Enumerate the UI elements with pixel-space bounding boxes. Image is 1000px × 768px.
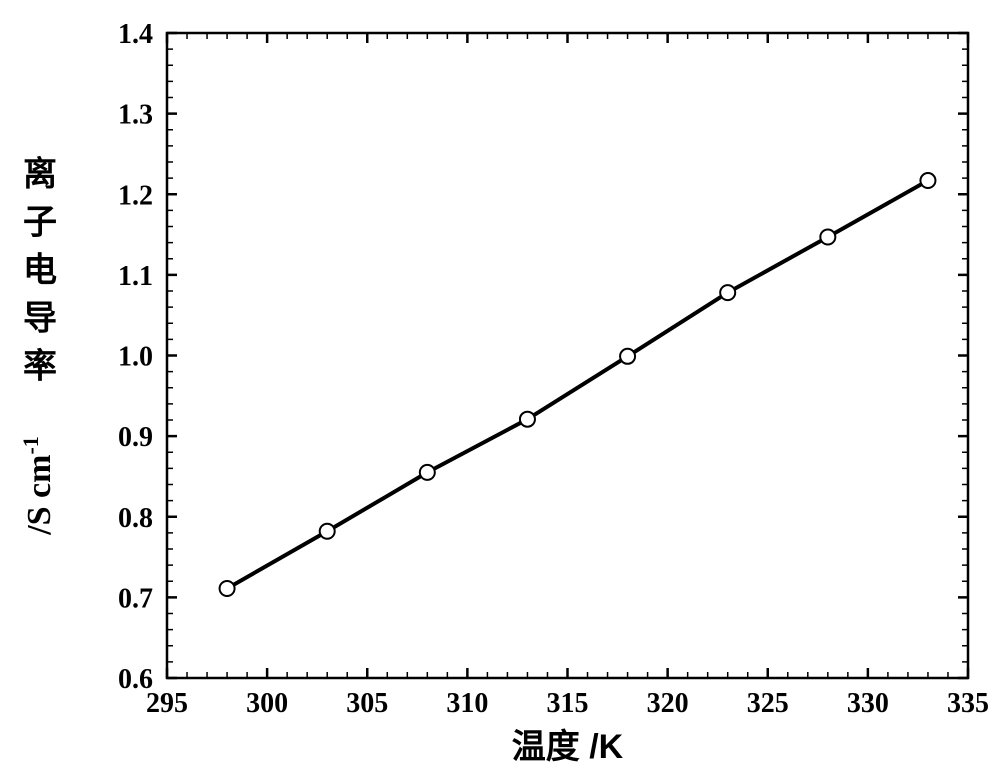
data-point	[820, 229, 835, 244]
x-tick-label: 315	[547, 688, 589, 719]
y-tick-label: 1.1	[118, 261, 153, 292]
x-tick-label: 305	[346, 688, 388, 719]
chart-svg: 2953003053103153203253303350.60.70.80.91…	[0, 0, 1000, 768]
y-tick-label: 1.0	[118, 342, 153, 373]
x-tick-label: 335	[947, 688, 989, 719]
y-tick-label: 0.8	[118, 503, 153, 534]
y-axis-label-char: 导	[23, 300, 57, 338]
y-tick-label: 1.2	[118, 180, 153, 211]
x-tick-label: 300	[246, 688, 288, 719]
data-point	[220, 581, 235, 596]
data-point	[620, 349, 635, 364]
y-tick-label: 0.9	[118, 422, 153, 453]
data-point	[920, 173, 935, 188]
x-tick-label: 330	[847, 688, 889, 719]
x-tick-label: 325	[747, 688, 789, 719]
x-tick-label: 320	[647, 688, 689, 719]
y-axis-label-char: 率	[23, 348, 57, 386]
y-tick-label: 1.4	[118, 19, 153, 50]
x-tick-label: 310	[446, 688, 488, 719]
y-tick-label: 1.3	[118, 100, 153, 131]
data-point	[520, 412, 535, 427]
data-point	[420, 465, 435, 480]
data-point	[720, 285, 735, 300]
x-axis-label: 温度 /K	[512, 728, 624, 766]
y-tick-label: 0.6	[118, 664, 153, 695]
y-axis-label-char: 离	[23, 155, 57, 194]
y-axis-label-char: 电	[23, 252, 57, 290]
y-axis-label-char: 子	[23, 204, 57, 242]
data-point	[320, 524, 335, 539]
y-tick-label: 0.7	[118, 583, 153, 614]
chart-container: 2953003053103153203253303350.60.70.80.91…	[0, 0, 1000, 768]
